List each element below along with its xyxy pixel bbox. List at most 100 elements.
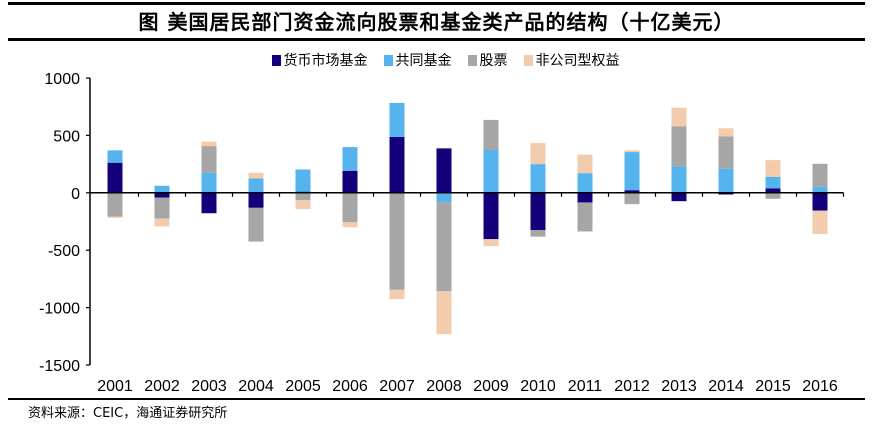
x-tick-label: 2002 (144, 378, 180, 395)
bar-segment (671, 166, 687, 193)
legend-swatch (523, 54, 533, 66)
y-tick-label: 500 (53, 128, 80, 145)
y-tick-label: -1000 (39, 301, 80, 318)
bar-segment (577, 192, 593, 203)
bar-segment (718, 192, 734, 195)
source-note: 资料来源：CEIC，海通证券研究所 (28, 406, 228, 421)
bar-segment (530, 230, 546, 237)
bar-segment (342, 170, 358, 193)
bar-segment (154, 185, 170, 193)
bar-segment (107, 150, 123, 163)
bar-segment (624, 150, 640, 153)
bar-segment (107, 162, 123, 193)
bar-segment (436, 192, 452, 203)
bar-segment (389, 102, 405, 138)
bar-segment (718, 136, 734, 169)
bar-segment (671, 126, 687, 167)
bar-segment (201, 146, 217, 173)
legend-item: 货币市场基金 (271, 50, 368, 70)
bar-segment (577, 154, 593, 174)
bar-segment (342, 192, 358, 223)
x-tick-label: 2012 (614, 378, 650, 395)
bar-segment (624, 190, 640, 193)
bar-segment (812, 186, 828, 193)
x-tick-label: 2005 (285, 378, 321, 395)
bar-segment (436, 291, 452, 335)
bar-segment (671, 192, 687, 202)
x-tick-label: 2008 (426, 378, 462, 395)
chart-plot: 1000 500 0 -500 -1000 -1500 2001 2002 2003 2004 20… (39, 71, 845, 395)
bar-segment (483, 119, 499, 150)
y-tick-label: -1500 (39, 358, 80, 375)
bar-segment (812, 163, 828, 187)
bar-segment (201, 192, 217, 214)
bar-segment (436, 148, 452, 193)
x-tick-label: 2007 (379, 378, 415, 395)
x-tick-label: 2011 (568, 378, 603, 395)
bar-segment (248, 192, 264, 208)
bar-segment (295, 192, 311, 201)
bar-segment (154, 218, 170, 227)
bar-segment (577, 202, 593, 232)
bar-segment (389, 289, 405, 300)
y-tick-label: 1000 (44, 71, 80, 88)
x-tick-label: 2001 (97, 378, 133, 395)
x-tick-label: 2004 (238, 378, 274, 395)
legend-label: 共同基金 (395, 53, 452, 69)
bar-segment (765, 176, 781, 189)
bar-segment (248, 207, 264, 242)
top-rule (8, 2, 865, 5)
bar-segment (389, 192, 405, 290)
bar-segment (201, 141, 217, 147)
bar-segment (107, 216, 123, 218)
bar-segment (624, 152, 640, 191)
bar-segment (671, 107, 687, 127)
bar-segment (483, 239, 499, 247)
bottom-rule (8, 398, 865, 400)
bar-segment (389, 137, 405, 193)
bar-segment (154, 192, 170, 198)
bar-segment (812, 210, 828, 234)
legend-label: 非公司型权益 (535, 53, 620, 69)
bar-segment (530, 164, 546, 193)
bar-segment (812, 192, 828, 211)
legend-item: 共同基金 (383, 50, 452, 70)
legend-swatch (271, 54, 281, 66)
x-tick-label: 2016 (802, 378, 838, 395)
x-tick-label: 2015 (755, 378, 791, 395)
bar-segment (530, 192, 546, 231)
legend-item: 股票 (467, 50, 508, 70)
bar-segment (718, 168, 734, 193)
bar-segment (765, 160, 781, 177)
x-tick-label: 2009 (473, 378, 509, 395)
bar-segment (718, 128, 734, 137)
x-tick-label: 2006 (332, 378, 368, 395)
bar-segment (624, 192, 640, 205)
legend-label: 股票 (479, 53, 508, 69)
legend: 货币市场基金 共同基金 股票 非公司型权益 (0, 50, 891, 70)
bar-segment (295, 169, 311, 192)
y-tick-label: 0 (71, 186, 80, 203)
x-tick-label: 2014 (708, 378, 744, 395)
x-tick-label: 2013 (661, 378, 697, 395)
legend-swatch (383, 54, 393, 66)
bar-segment (295, 200, 311, 210)
y-tick-label: -500 (48, 243, 80, 260)
bar-segment (248, 172, 264, 179)
bar-segment (201, 172, 217, 193)
bar-segment (342, 147, 358, 171)
bar-segment (483, 192, 499, 240)
bar-segment (765, 192, 781, 199)
legend-swatch (467, 54, 477, 66)
x-tick-label: 2010 (520, 378, 556, 395)
bar-segment (577, 173, 593, 193)
bar-segment (765, 188, 781, 193)
legend-label: 货币市场基金 (283, 53, 368, 69)
bar-segment (248, 178, 264, 193)
bar-segment (483, 149, 499, 193)
legend-item: 非公司型权益 (523, 50, 620, 70)
bar-segment (342, 222, 358, 228)
bar-segment (154, 197, 170, 219)
bar-segment (436, 202, 452, 292)
chart-title: 图 美国居民部门资金流向股票和基金类产品的结构（十亿美元） (138, 10, 735, 34)
